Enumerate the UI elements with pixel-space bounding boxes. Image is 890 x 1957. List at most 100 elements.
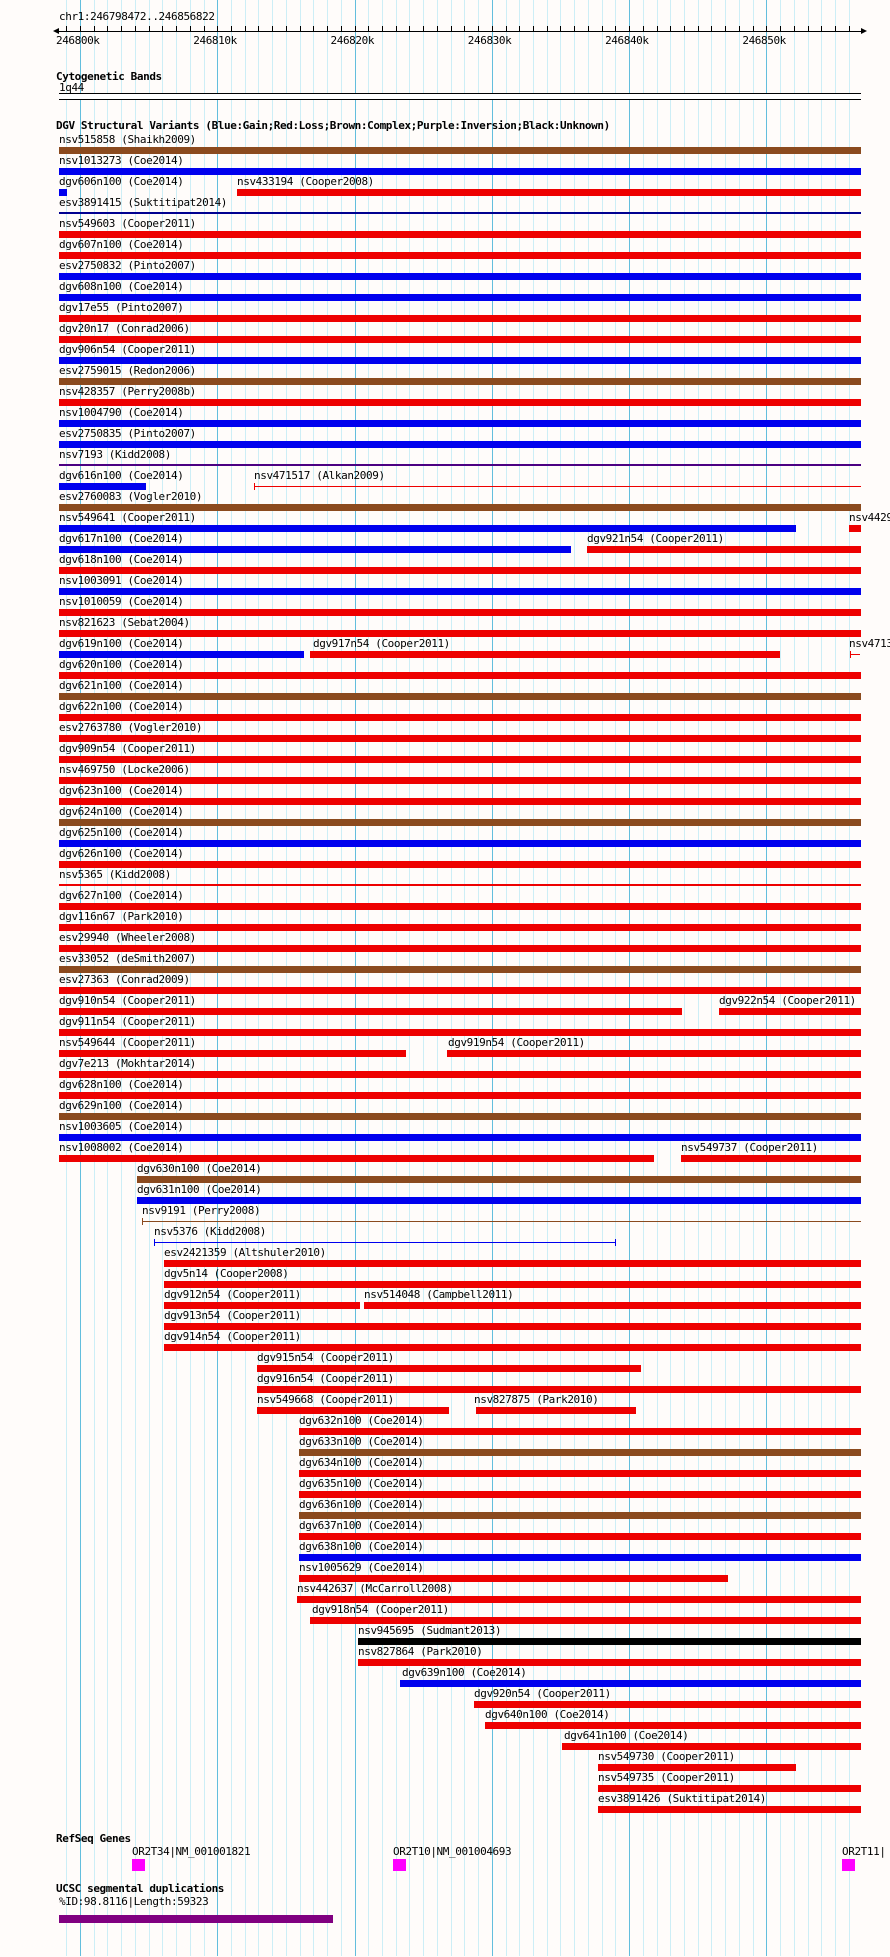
variant-bar[interactable] xyxy=(59,693,861,700)
variant-line[interactable] xyxy=(154,1242,616,1243)
variant-bar[interactable] xyxy=(59,231,861,238)
variant-bar[interactable] xyxy=(59,840,861,847)
variant-label[interactable]: dgv915n54 (Cooper2011) xyxy=(257,1351,394,1364)
variant-bar[interactable] xyxy=(164,1344,861,1351)
variant-label[interactable]: esv2421359 (Altshuler2010) xyxy=(164,1246,326,1259)
variant-bar[interactable] xyxy=(587,546,861,553)
variant-label[interactable]: dgv606n100 (Coe2014) xyxy=(59,175,184,188)
variant-label[interactable]: dgv627n100 (Coe2014) xyxy=(59,889,184,902)
variant-label[interactable]: dgv624n100 (Coe2014) xyxy=(59,805,184,818)
variant-bar[interactable] xyxy=(299,1491,861,1498)
variant-label[interactable]: dgv629n100 (Coe2014) xyxy=(59,1099,184,1112)
variant-label[interactable]: dgv921n54 (Cooper2011) xyxy=(587,532,724,545)
variant-label[interactable]: nsv442637 (McCarroll2008) xyxy=(297,1582,453,1595)
variant-bar[interactable] xyxy=(257,1386,861,1393)
variant-bar[interactable] xyxy=(485,1722,861,1729)
gene-label[interactable]: OR2T34|NM_001001821 xyxy=(132,1845,251,1858)
variant-line[interactable] xyxy=(59,884,861,886)
variant-bar[interactable] xyxy=(299,1449,861,1456)
variant-bar[interactable] xyxy=(447,1050,861,1057)
variant-bar[interactable] xyxy=(59,945,861,952)
variant-bar[interactable] xyxy=(59,189,67,196)
variant-bar[interactable] xyxy=(598,1806,861,1813)
variant-bar[interactable] xyxy=(164,1281,861,1288)
variant-bar[interactable] xyxy=(164,1323,861,1330)
variant-label[interactable]: dgv635n100 (Coe2014) xyxy=(299,1477,424,1490)
variant-bar[interactable] xyxy=(59,861,861,868)
variant-label[interactable]: nsv1005629 (Coe2014) xyxy=(299,1561,424,1574)
variant-label[interactable]: dgv916n54 (Cooper2011) xyxy=(257,1372,394,1385)
variant-bar[interactable] xyxy=(59,609,861,616)
variant-label[interactable]: dgv622n100 (Coe2014) xyxy=(59,700,184,713)
variant-bar[interactable] xyxy=(299,1554,861,1561)
variant-bar[interactable] xyxy=(59,672,861,679)
variant-label[interactable]: dgv630n100 (Coe2014) xyxy=(137,1162,262,1175)
variant-label[interactable]: nsv945695 (Sudmant2013) xyxy=(358,1624,502,1637)
variant-label[interactable]: dgv918n54 (Cooper2011) xyxy=(312,1603,449,1616)
variant-label[interactable]: dgv919n54 (Cooper2011) xyxy=(448,1036,585,1049)
variant-bar[interactable] xyxy=(59,525,796,532)
variant-bar[interactable] xyxy=(59,147,861,154)
segdup-bar[interactable] xyxy=(59,1915,333,1923)
variant-label[interactable]: esv2759015 (Redon2006) xyxy=(59,364,196,377)
variant-label[interactable]: nsv1013273 (Coe2014) xyxy=(59,154,184,167)
variant-label[interactable]: dgv620n100 (Coe2014) xyxy=(59,658,184,671)
variant-label[interactable]: dgv637n100 (Coe2014) xyxy=(299,1519,424,1532)
variant-label[interactable]: dgv623n100 (Coe2014) xyxy=(59,784,184,797)
variant-bar[interactable] xyxy=(59,1134,861,1141)
variant-label[interactable]: nsv549735 (Cooper2011) xyxy=(598,1771,735,1784)
variant-line[interactable] xyxy=(254,486,861,487)
variant-bar[interactable] xyxy=(310,1617,861,1624)
variant-bar[interactable] xyxy=(59,399,861,406)
variant-label[interactable]: esv2750835 (Pinto2007) xyxy=(59,427,196,440)
variant-label[interactable]: esv2760083 (Vogler2010) xyxy=(59,490,203,503)
variant-label[interactable]: dgv628n100 (Coe2014) xyxy=(59,1078,184,1091)
variant-bar[interactable] xyxy=(598,1764,796,1771)
variant-label[interactable]: nsv549644 (Cooper2011) xyxy=(59,1036,196,1049)
variant-bar[interactable] xyxy=(299,1512,861,1519)
variant-label[interactable]: nsv549668 (Cooper2011) xyxy=(257,1393,394,1406)
variant-bar[interactable] xyxy=(59,504,861,511)
variant-label[interactable]: dgv906n54 (Cooper2011) xyxy=(59,343,196,356)
variant-label[interactable]: dgv625n100 (Coe2014) xyxy=(59,826,184,839)
variant-bar[interactable] xyxy=(59,378,861,385)
variant-label[interactable]: nsv5365 (Kidd2008) xyxy=(59,868,172,881)
variant-label[interactable]: nsv1008002 (Coe2014) xyxy=(59,1141,184,1154)
variant-label[interactable]: dgv633n100 (Coe2014) xyxy=(299,1435,424,1448)
variant-label[interactable]: esv29940 (Wheeler2008) xyxy=(59,931,196,944)
variant-bar[interactable] xyxy=(59,651,304,658)
variant-label[interactable]: nsv514048 (Campbell2011) xyxy=(364,1288,514,1301)
variant-line[interactable] xyxy=(142,1221,861,1222)
variant-bar[interactable] xyxy=(137,1176,861,1183)
variant-label[interactable]: dgv914n54 (Cooper2011) xyxy=(164,1330,301,1343)
variant-bar[interactable] xyxy=(137,1197,861,1204)
variant-bar[interactable] xyxy=(59,1071,861,1078)
variant-bar[interactable] xyxy=(59,336,861,343)
variant-label[interactable]: nsv549730 (Cooper2011) xyxy=(598,1750,735,1763)
variant-bar[interactable] xyxy=(364,1302,861,1309)
variant-label[interactable]: esv3891426 (Suktitipat2014) xyxy=(598,1792,767,1805)
variant-label[interactable]: nsv4713 xyxy=(849,637,890,650)
gene-label[interactable]: OR2T11| xyxy=(842,1845,886,1858)
variant-label[interactable]: dgv639n100 (Coe2014) xyxy=(402,1666,527,1679)
variant-bar[interactable] xyxy=(59,420,861,427)
variant-label[interactable]: esv2750832 (Pinto2007) xyxy=(59,259,196,272)
variant-label[interactable]: esv33052 (deSmith2007) xyxy=(59,952,196,965)
variant-bar[interactable] xyxy=(59,630,861,637)
variant-label[interactable]: dgv616n100 (Coe2014) xyxy=(59,469,184,482)
variant-bar[interactable] xyxy=(59,252,861,259)
variant-bar[interactable] xyxy=(59,483,146,490)
variant-label[interactable]: nsv1004790 (Coe2014) xyxy=(59,406,184,419)
variant-label[interactable]: nsv433194 (Cooper2008) xyxy=(237,175,374,188)
variant-bar[interactable] xyxy=(719,1008,861,1015)
variant-label[interactable]: dgv636n100 (Coe2014) xyxy=(299,1498,424,1511)
variant-label[interactable]: dgv631n100 (Coe2014) xyxy=(137,1183,262,1196)
variant-label[interactable]: nsv469750 (Locke2006) xyxy=(59,763,190,776)
variant-label[interactable]: dgv640n100 (Coe2014) xyxy=(485,1708,610,1721)
variant-label[interactable]: nsv515858 (Shaikh2009) xyxy=(59,133,196,146)
variant-label[interactable]: dgv607n100 (Coe2014) xyxy=(59,238,184,251)
variant-bar[interactable] xyxy=(59,168,861,175)
variant-bar[interactable] xyxy=(59,735,861,742)
variant-label[interactable]: dgv617n100 (Coe2014) xyxy=(59,532,184,545)
variant-line[interactable] xyxy=(850,654,860,655)
